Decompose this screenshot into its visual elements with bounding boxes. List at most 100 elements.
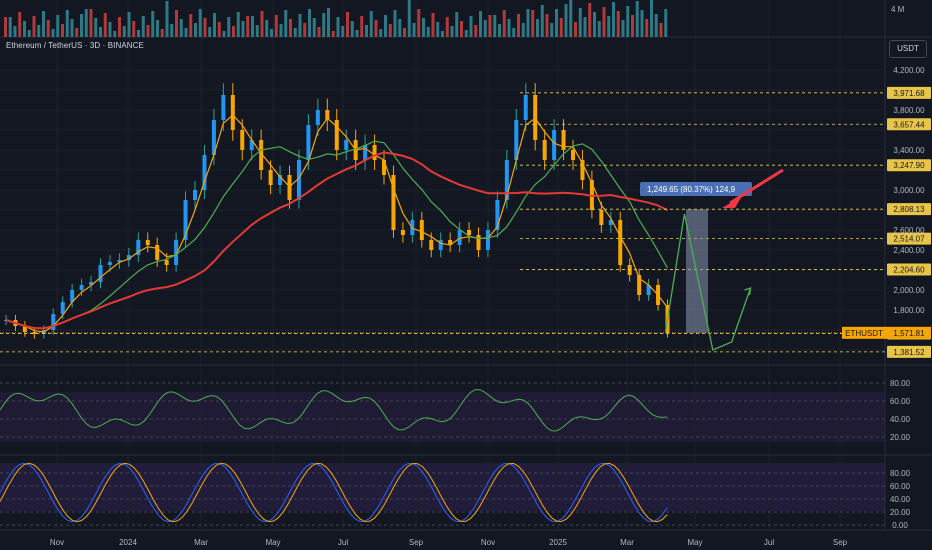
volume-bar: [602, 7, 606, 37]
volume-bar: [555, 9, 558, 37]
candle: [145, 240, 150, 245]
volume-bar: [127, 12, 131, 37]
volume-bar: [80, 14, 83, 37]
volume-bar: [279, 24, 283, 37]
price-axis-tick: 3,000.00: [893, 186, 925, 195]
volume-bar: [460, 21, 463, 37]
volume-bar: [398, 19, 402, 37]
candle: [79, 285, 84, 290]
candle: [400, 230, 405, 235]
volume-bar: [23, 21, 26, 37]
price-axis-tick: 3,400.00: [893, 146, 925, 155]
volume-bar: [379, 29, 383, 37]
candle: [542, 140, 547, 160]
volume-bar: [175, 10, 178, 37]
candle: [193, 190, 197, 200]
volume-bar: [8, 17, 12, 37]
volume-bar: [488, 15, 492, 37]
volume-bar: [156, 20, 159, 37]
volume-bar: [303, 23, 307, 37]
candle: [32, 332, 37, 334]
volume-bar: [350, 21, 354, 37]
volume-bar: [483, 20, 487, 37]
volume-bar: [4, 17, 7, 37]
candle: [221, 95, 226, 120]
volume-bar: [232, 26, 235, 37]
volume-bar: [308, 9, 311, 37]
candle: [391, 175, 396, 230]
volume-bar: [559, 18, 563, 37]
price-level-label: 2,808.13: [893, 205, 925, 214]
x-axis-label: 2025: [549, 538, 567, 547]
volume-bar: [645, 19, 649, 37]
volume-bar: [113, 31, 117, 37]
volume-bar: [412, 23, 416, 37]
x-axis-label: May: [265, 538, 280, 547]
stoch-d-line: [0, 462, 668, 523]
volume-bar: [540, 5, 544, 37]
volume-bar: [493, 15, 497, 37]
candle: [259, 140, 264, 170]
volume-bar: [274, 15, 278, 37]
rsi-band: [0, 392, 885, 442]
volume-bar: [99, 27, 102, 37]
volume-bar: [317, 27, 321, 37]
volume-bar: [118, 17, 121, 37]
candle: [382, 160, 386, 175]
x-axis-label: Nov: [50, 538, 64, 547]
volume-bar: [365, 25, 368, 37]
volume-bar: [502, 10, 506, 37]
projection-path: [664, 213, 752, 351]
candle: [268, 170, 273, 185]
candle: [372, 145, 377, 160]
volume-bar: [588, 3, 592, 37]
price-level-label: 3,657.44: [893, 120, 925, 129]
stoch-axis-tick: 40.00: [890, 495, 911, 504]
volume-bar: [146, 25, 150, 37]
price-level-tag: [887, 345, 931, 358]
volume-bar: [474, 25, 478, 37]
price-level-label: 3,971.68: [893, 89, 925, 98]
volume-bar: [403, 28, 406, 37]
candle: [504, 160, 509, 200]
candle: [278, 175, 283, 185]
price-level-tag: [887, 263, 931, 276]
x-axis-label: 2024: [119, 538, 137, 547]
x-axis-label: Mar: [194, 538, 208, 547]
volume-bar: [393, 10, 397, 37]
candle: [211, 120, 216, 155]
candle: [637, 275, 642, 295]
volume-bar: [94, 18, 98, 37]
candle: [117, 260, 122, 262]
volume-bar: [236, 12, 240, 37]
volume-bar: [388, 24, 392, 37]
rsi-axis-tick: 40.00: [890, 415, 911, 424]
candle: [249, 140, 254, 150]
volume-bar: [165, 1, 169, 37]
candle: [344, 140, 349, 150]
volume-bar: [583, 17, 587, 37]
stoch-k-line: [0, 462, 668, 523]
volume-bar: [56, 15, 60, 37]
volume-bar: [654, 14, 658, 37]
volume-bar: [664, 9, 668, 37]
candle: [514, 120, 519, 160]
volume-bar: [507, 19, 511, 37]
volume-bar: [536, 19, 539, 37]
volume-bar: [545, 14, 549, 37]
volume-bar: [441, 31, 444, 37]
volume-bar: [42, 11, 45, 37]
price-axis-tick: 3,800.00: [893, 106, 925, 115]
candle: [467, 230, 472, 235]
rsi-axis-tick: 80.00: [890, 379, 911, 388]
currency-button[interactable]: USDT: [889, 40, 927, 58]
volume-bar: [51, 29, 55, 37]
candle: [136, 240, 141, 255]
symbol-tag: [842, 326, 887, 339]
volume-bar: [270, 29, 273, 37]
x-axis-label: Sep: [409, 538, 424, 547]
volume-bar: [336, 17, 340, 37]
volume-bar: [431, 13, 435, 37]
candle: [561, 130, 566, 150]
